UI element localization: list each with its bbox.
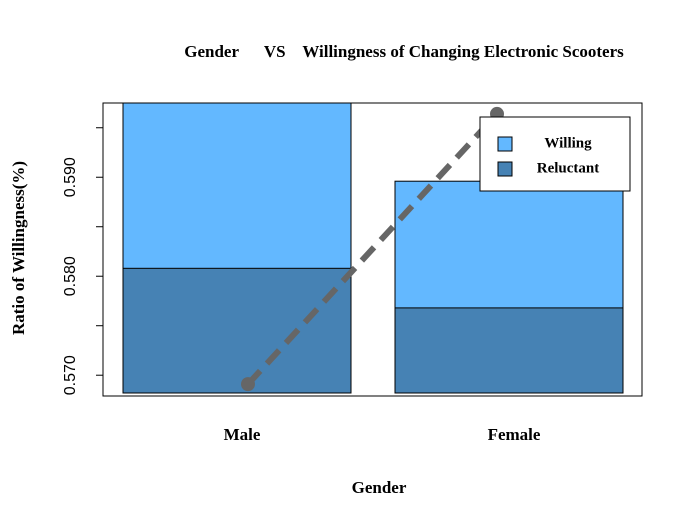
x-axis-title: Gender — [352, 478, 407, 497]
y-tick-label: 0.580 — [62, 256, 79, 296]
x-tick-label: Female — [488, 425, 541, 444]
overlay: Willing Reluctant — [241, 106, 631, 392]
legend-label: Reluctant — [537, 160, 600, 176]
trend-line — [245, 111, 500, 387]
bar — [394, 307, 624, 394]
x-tick-label: Male — [224, 425, 261, 444]
legend-swatch — [497, 161, 513, 177]
legend-label: Willing — [544, 135, 592, 151]
bar — [122, 267, 352, 394]
trend-point — [241, 377, 255, 392]
legend-box — [479, 116, 631, 192]
y-tick-label: 0.570 — [62, 355, 79, 395]
bars — [122, 103, 624, 394]
chart-title: Gender VS Willingness of Changing Electr… — [184, 42, 624, 61]
legend: Willing Reluctant — [479, 116, 631, 192]
plot-frame — [102, 102, 643, 397]
y-axis-title: Ratio of Willingness(%) — [9, 161, 28, 335]
y-tick-label: 0.590 — [62, 157, 79, 197]
legend-swatch — [497, 136, 513, 152]
